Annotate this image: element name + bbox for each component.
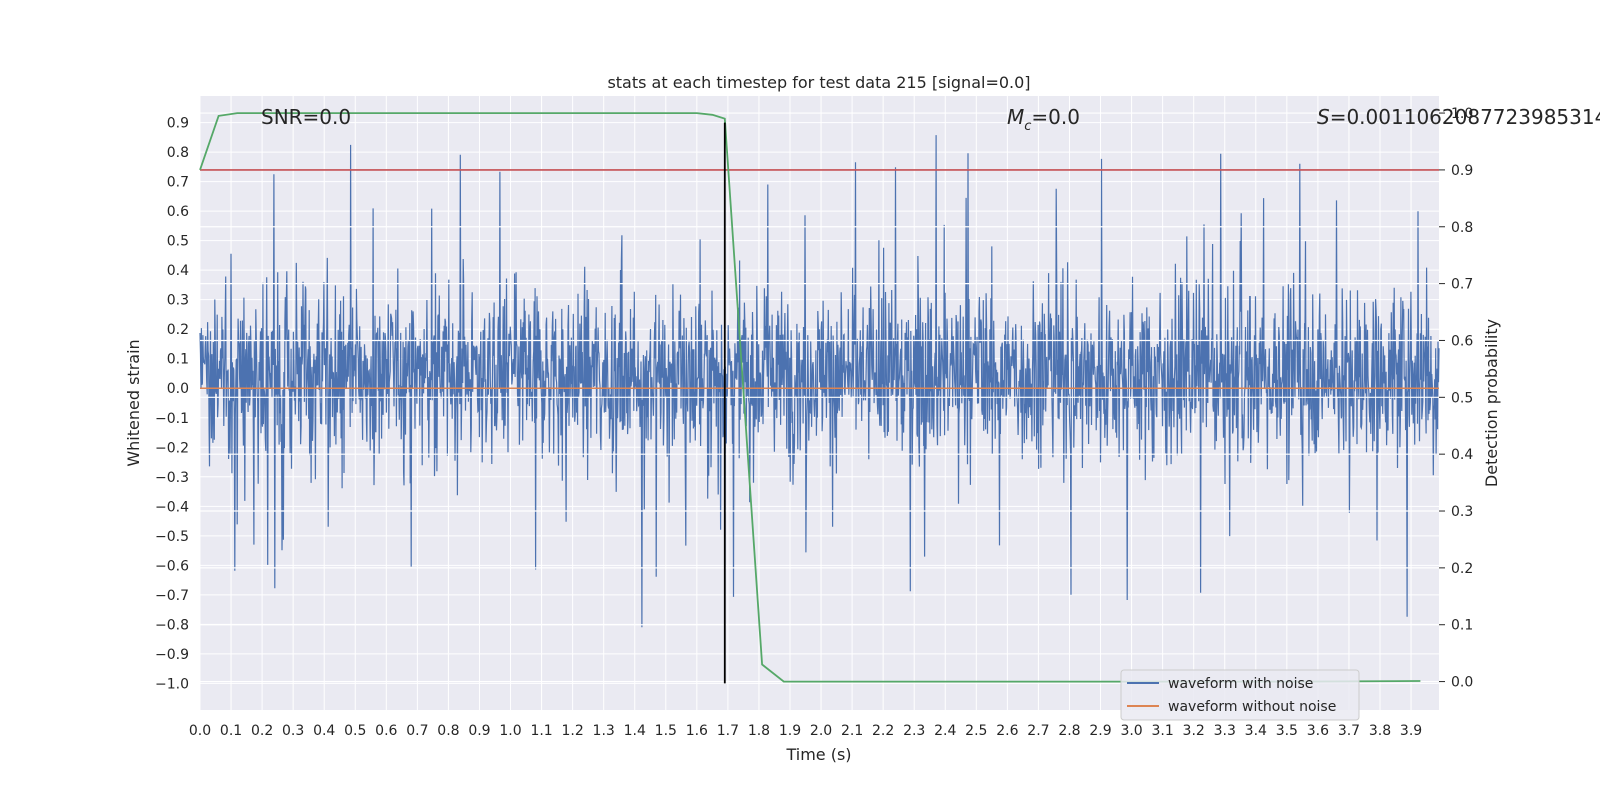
y2-tick-label: 0.2 (1451, 561, 1473, 577)
x-tick-label: 0.6 (375, 723, 397, 739)
x-tick-label: 1.4 (624, 723, 646, 739)
x-tick-label: 1.8 (748, 723, 770, 739)
x-tick-label: 3.6 (1307, 723, 1329, 739)
x-tick-label: 3.5 (1276, 723, 1298, 739)
y2-tick-label: 0.9 (1451, 163, 1473, 179)
y2-tick-label: 0.1 (1451, 618, 1473, 634)
y-tick-label: 0.9 (167, 116, 189, 132)
x-tick-label: 1.9 (779, 723, 801, 739)
detection-probability-line (199, 112, 1421, 683)
x-tick-label: 2.1 (841, 723, 863, 739)
y-tick-label: 0.0 (167, 381, 189, 397)
x-tick-label: 3.0 (1120, 723, 1142, 739)
y-tick-label: −0.1 (155, 411, 189, 427)
y-tick-label: 0.4 (167, 263, 189, 279)
x-tick-label: 0.2 (251, 723, 273, 739)
s-annotation: S=0.0011062087723985314 (1317, 105, 1600, 129)
y2-tick-label: 0.4 (1451, 447, 1473, 463)
x-tick-label: 3.4 (1245, 723, 1267, 739)
legend: waveform with noise waveform without noi… (1120, 669, 1360, 721)
x-tick-label: 3.9 (1400, 723, 1422, 739)
x-tick-label: 0.7 (406, 723, 428, 739)
y-tick-label: −0.4 (155, 499, 189, 515)
x-tick-label: 1.3 (593, 723, 615, 739)
legend-label-clean: waveform without noise (1168, 699, 1336, 715)
x-tick-label: 1.7 (717, 723, 739, 739)
x-tick-label: 1.2 (561, 723, 583, 739)
x-tick-label: 0.5 (344, 723, 366, 739)
y-tick-label: −1.0 (155, 676, 189, 692)
x-tick-label: 2.3 (903, 723, 925, 739)
y2-tick-label: 0.0 (1451, 675, 1473, 691)
y2-tick-label: 0.3 (1451, 504, 1473, 520)
x-tick-label: 2.5 (965, 723, 987, 739)
y-tick-label: −0.8 (155, 617, 189, 633)
x-tick-label: 0.9 (468, 723, 490, 739)
x-tick-label: 1.1 (530, 723, 552, 739)
x-tick-label: 2.0 (810, 723, 832, 739)
y-tick-label: −0.2 (155, 440, 189, 456)
y2-tick-labels: 1.0 0.9 0.8 0.7 0.6 0.5 0.4 0.3 0.2 0.1 0.0 (1439, 106, 1473, 691)
y2-tick-label: 0.7 (1451, 277, 1473, 293)
y-tick-label: 0.2 (167, 322, 189, 338)
x-tick-label: 2.4 (934, 723, 956, 739)
x-tick-label: 3.2 (1183, 723, 1205, 739)
x-tick-label: 3.8 (1369, 723, 1391, 739)
chart-title: stats at each timestep for test data 215… (607, 73, 1030, 92)
x-tick-label: 1.0 (499, 723, 521, 739)
legend-label-noise: waveform with noise (1168, 676, 1313, 692)
x-tick-label: 1.6 (686, 723, 708, 739)
x-tick-label: 0.0 (189, 723, 211, 739)
y-tick-label: 0.1 (167, 352, 189, 368)
x-tick-label: 0.4 (313, 723, 335, 739)
chirp-mass-annotation: Mc=0.0 (1007, 105, 1080, 134)
x-tick-label: 3.1 (1151, 723, 1173, 739)
y2-tick-label: 0.8 (1451, 220, 1473, 236)
x-tick-label: 2.7 (1027, 723, 1049, 739)
y-tick-label: 0.5 (167, 234, 189, 250)
y-axis-label: Whitened strain (124, 339, 143, 466)
x-tick-label: 0.1 (220, 723, 242, 739)
x-tick-label: 0.3 (282, 723, 304, 739)
y-tick-label: −0.7 (155, 588, 189, 604)
y2-axis-label: Detection probability (1482, 319, 1501, 487)
x-tick-label: 2.2 (872, 723, 894, 739)
y-tick-label: −0.5 (155, 529, 189, 545)
y-tick-label: 0.8 (167, 145, 189, 161)
x-axis-label: Time (s) (785, 745, 851, 764)
overlay-lines (199, 112, 1439, 684)
y-tick-label: 0.6 (167, 204, 189, 220)
y2-tick-label: 0.5 (1451, 390, 1473, 406)
y-tick-label: 0.7 (167, 175, 189, 191)
y-tick-labels: 0.9 0.8 0.7 0.6 0.5 0.4 0.3 0.2 0.1 0.0 −0.1 −0.2 −0… (155, 116, 189, 693)
x-tick-label: 3.7 (1338, 723, 1360, 739)
snr-annotation: SNR=0.0 (261, 105, 351, 129)
x-tick-label: 2.8 (1058, 723, 1080, 739)
y-tick-label: 0.3 (167, 293, 189, 309)
x-tick-label: 0.8 (437, 723, 459, 739)
x-tick-label: 2.6 (996, 723, 1018, 739)
x-tick-label: 3.3 (1214, 723, 1236, 739)
x-tick-labels: 0.0 0.1 0.2 0.3 0.4 0.5 0.6 0.7 0.8 0.9 1.0 1.1 1.2 1… (189, 723, 1422, 739)
y2-tick-label: 1.0 (1451, 106, 1473, 122)
y-tick-label: −0.3 (155, 470, 189, 486)
y-tick-label: −0.9 (155, 647, 189, 663)
x-tick-label: 2.9 (1089, 723, 1111, 739)
x-tick-label: 1.5 (655, 723, 677, 739)
y-tick-label: −0.6 (155, 558, 189, 574)
legend-box (1120, 669, 1360, 721)
y2-tick-label: 0.6 (1451, 333, 1473, 349)
